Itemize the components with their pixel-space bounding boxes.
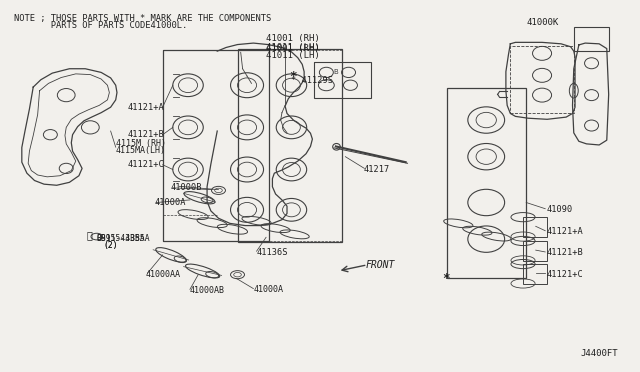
Text: 41000AB: 41000AB [190,286,225,295]
Bar [574,27,609,51]
Text: * 41129S: * 41129S [291,76,333,85]
Text: 41121+A: 41121+A [128,103,164,112]
Bar [314,62,371,98]
Text: 41001 (RH): 41001 (RH) [266,34,320,43]
Text: 41000B: 41000B [171,183,202,192]
Bar [163,51,269,241]
Text: PARTS OF PARTS CODE41000L.: PARTS OF PARTS CODE41000L. [14,21,188,30]
Text: 41001 (RH): 41001 (RH) [266,44,320,53]
Text: 41090: 41090 [547,205,573,214]
Text: *: * [442,272,449,285]
Text: 41000A: 41000A [253,285,284,294]
Text: 41121+B: 41121+B [128,130,164,139]
Text: 41121+C: 41121+C [547,270,583,279]
Text: 41121+C: 41121+C [128,160,164,169]
Text: (2): (2) [103,241,118,250]
Bar [163,51,269,241]
Text: *: * [290,70,297,83]
Text: Ⓦ: Ⓦ [86,231,92,240]
Text: 41000AA: 41000AA [145,270,180,279]
Text: NOTE ; THOSE PARTS WITH * MARK ARE THE COMPONENTS: NOTE ; THOSE PARTS WITH * MARK ARE THE C… [14,14,271,23]
Text: FRONT: FRONT [365,260,395,270]
Text: 4115MA(LH): 4115MA(LH) [116,146,166,155]
Text: 41136S: 41136S [257,248,288,257]
Bar [237,49,342,242]
Text: B: B [333,70,338,76]
Text: 41000A: 41000A [155,198,186,207]
Text: J4400FT: J4400FT [580,349,618,358]
Text: 41011 (LH): 41011 (LH) [266,51,320,60]
Text: 41121+A: 41121+A [547,227,583,236]
Text: 4115M (RH): 4115M (RH) [116,140,166,148]
Bar [447,88,526,278]
Bar [510,46,574,113]
Text: 41217: 41217 [363,165,389,174]
Text: 41000K: 41000K [526,19,559,28]
Text: 0B915-43B5A: 0B915-43B5A [97,234,150,243]
Text: 41121+B: 41121+B [547,248,583,257]
Text: (2): (2) [103,241,118,250]
Bar [523,217,547,237]
Bar [523,241,547,261]
Bar [523,264,547,284]
Text: 41011 (LH): 41011 (LH) [266,43,320,52]
Text: B915-43B5A: B915-43B5A [97,234,145,243]
